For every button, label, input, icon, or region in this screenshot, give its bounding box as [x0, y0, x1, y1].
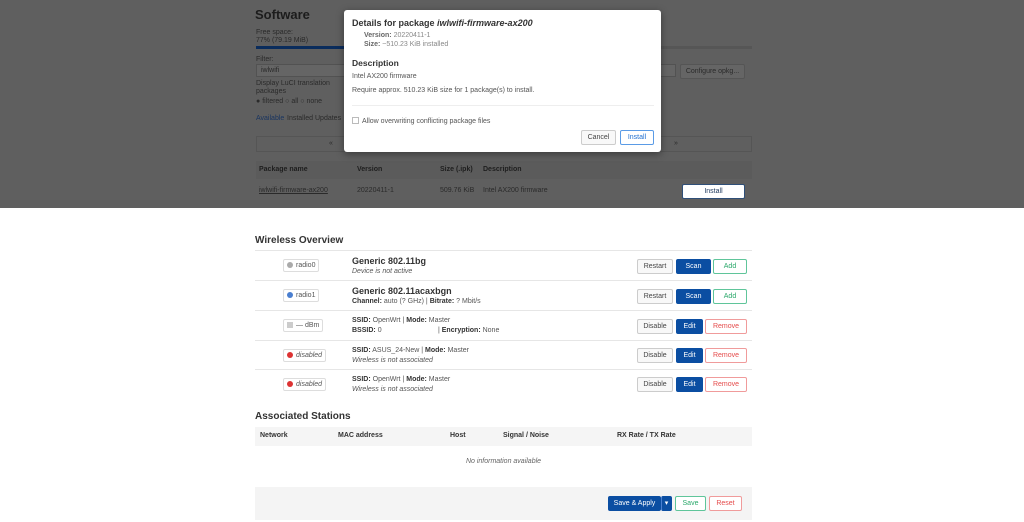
translation-options: ● filtered ○ all ○ none: [256, 98, 323, 105]
package-install-button[interactable]: Install: [682, 184, 745, 199]
save-apply-button[interactable]: Save & Apply: [608, 496, 661, 511]
modal-divider: [352, 105, 654, 106]
tab-available[interactable]: Available: [256, 115, 285, 122]
install-button[interactable]: Install: [620, 130, 654, 145]
translation-label: Display LuCI translation packages: [256, 80, 330, 95]
free-space-value: 77% (79.19 MiB): [256, 37, 309, 44]
remove-button[interactable]: Remove: [705, 319, 747, 334]
scan-button[interactable]: Scan: [676, 259, 711, 274]
network-row: — dBm SSID: OpenWrt | Mode: Master BSSID…: [255, 310, 752, 340]
save-button[interactable]: Save: [675, 496, 706, 511]
radio-details: Channel: auto (? GHz) | Bitrate: ? Mbit/…: [352, 298, 481, 305]
tab-updates[interactable]: Updates: [315, 115, 342, 122]
remove-button[interactable]: Remove: [705, 377, 747, 392]
edit-button[interactable]: Edit: [676, 319, 703, 334]
disable-button[interactable]: Disable: [637, 319, 673, 334]
pager-next[interactable]: »: [674, 140, 678, 147]
radio-badge: radio0: [283, 259, 320, 272]
col-description: Description: [483, 166, 522, 173]
option-all[interactable]: all: [291, 98, 299, 105]
scan-button[interactable]: Scan: [676, 289, 711, 304]
overwrite-checkbox[interactable]: [352, 117, 359, 124]
reset-button[interactable]: Reset: [709, 496, 742, 511]
modal-size: Size: ~510.23 KiB installed: [364, 41, 449, 48]
disable-button[interactable]: Disable: [637, 377, 673, 392]
page-title: Software: [255, 7, 310, 22]
radio-badge: radio1: [283, 289, 320, 302]
remove-button[interactable]: Remove: [705, 348, 747, 363]
modal-title: Details for package iwlwifi-firmware-ax2…: [352, 18, 533, 28]
wifi-icon: [287, 292, 293, 298]
add-button[interactable]: Add: [713, 259, 747, 274]
signal-badge: — dBm: [283, 319, 324, 332]
col-signal: Signal / Noise: [503, 432, 549, 439]
edit-button[interactable]: Edit: [676, 348, 703, 363]
network-bssid: BSSID: 0: [352, 327, 382, 334]
radio-status: Device is not active: [352, 268, 413, 275]
add-button[interactable]: Add: [713, 289, 747, 304]
disable-button[interactable]: Disable: [637, 348, 673, 363]
wireless-overview-title: Wireless Overview: [255, 235, 344, 246]
restart-button[interactable]: Restart: [637, 259, 673, 274]
network-ssid: SSID: ASUS_24-New | Mode: Master: [352, 347, 469, 354]
col-rate: RX Rate / TX Rate: [617, 432, 676, 439]
option-none[interactable]: none: [306, 98, 323, 105]
package-table-header: Package name Version Size (.ipk) Descrip…: [256, 161, 752, 179]
network-status: Wireless is not associated: [352, 386, 433, 393]
pager-prev[interactable]: «: [329, 140, 333, 147]
edit-button[interactable]: Edit: [676, 377, 703, 392]
radio-row: radio0 Generic 802.11bg Device is not ac…: [255, 250, 752, 280]
package-details-modal: Details for package iwlwifi-firmware-ax2…: [344, 10, 661, 152]
col-version: Version: [357, 166, 383, 173]
table-row: iwlwifi-firmware-ax200 20220411-1 509.76…: [256, 181, 752, 201]
disabled-icon: [287, 381, 293, 387]
network-encryption: | Encryption: None: [438, 327, 500, 334]
disabled-icon: [287, 352, 293, 358]
cancel-button[interactable]: Cancel: [581, 130, 616, 145]
radio-title: Generic 802.11bg: [352, 256, 427, 266]
configure-opkg-button[interactable]: Configure opkg...: [680, 64, 745, 79]
package-name-link[interactable]: iwlwifi-firmware-ax200: [259, 187, 328, 194]
signal-icon: [287, 322, 293, 328]
stations-table-header: Network MAC address Host Signal / Noise …: [255, 427, 752, 446]
free-space-label: Free space:: [256, 29, 293, 36]
wifi-icon: [287, 262, 293, 268]
col-size: Size (.ipk): [440, 166, 473, 173]
overwrite-option[interactable]: Allow overwriting conflicting package fi…: [352, 117, 490, 125]
package-description: Intel AX200 firmware: [483, 187, 548, 194]
col-package-name: Package name: [259, 166, 308, 173]
disabled-badge: disabled: [283, 349, 327, 362]
modal-description-heading: Description: [352, 58, 399, 68]
modal-version: Version: 20220411-1: [364, 32, 431, 39]
tab-installed[interactable]: Installed: [287, 115, 314, 122]
col-network: Network: [260, 432, 288, 439]
modal-requirement: Require approx. 510.23 KiB size for 1 pa…: [352, 87, 535, 94]
option-filtered[interactable]: filtered: [262, 98, 284, 105]
modal-description: Intel AX200 firmware: [352, 73, 417, 80]
radio-row: radio1 Generic 802.11acaxbgn Channel: au…: [255, 280, 752, 310]
software-page-background[interactable]: Software Free space: 77% (79.19 MiB) Fil…: [0, 0, 1024, 208]
package-version: 20220411-1: [357, 187, 394, 194]
network-ssid: SSID: OpenWrt | Mode: Master: [352, 317, 451, 324]
associated-stations-title: Associated Stations: [255, 411, 351, 422]
restart-button[interactable]: Restart: [637, 289, 673, 304]
network-ssid: SSID: OpenWrt | Mode: Master: [352, 376, 451, 383]
radio-title: Generic 802.11acaxbgn: [352, 286, 452, 296]
network-row: disabled SSID: ASUS_24-New | Mode: Maste…: [255, 340, 752, 370]
filter-label: Filter:: [256, 56, 274, 63]
package-size: 509.76 KiB: [440, 187, 475, 194]
stations-empty-message: No information available: [465, 458, 542, 465]
col-host: Host: [450, 432, 466, 439]
disabled-badge: disabled: [283, 378, 327, 391]
network-status: Wireless is not associated: [352, 357, 433, 364]
footer-actions: Save & Apply ▾ Save Reset: [255, 487, 752, 520]
save-apply-dropdown[interactable]: ▾: [661, 496, 672, 511]
col-mac: MAC address: [338, 432, 383, 439]
network-row: disabled SSID: OpenWrt | Mode: Master Wi…: [255, 369, 752, 399]
